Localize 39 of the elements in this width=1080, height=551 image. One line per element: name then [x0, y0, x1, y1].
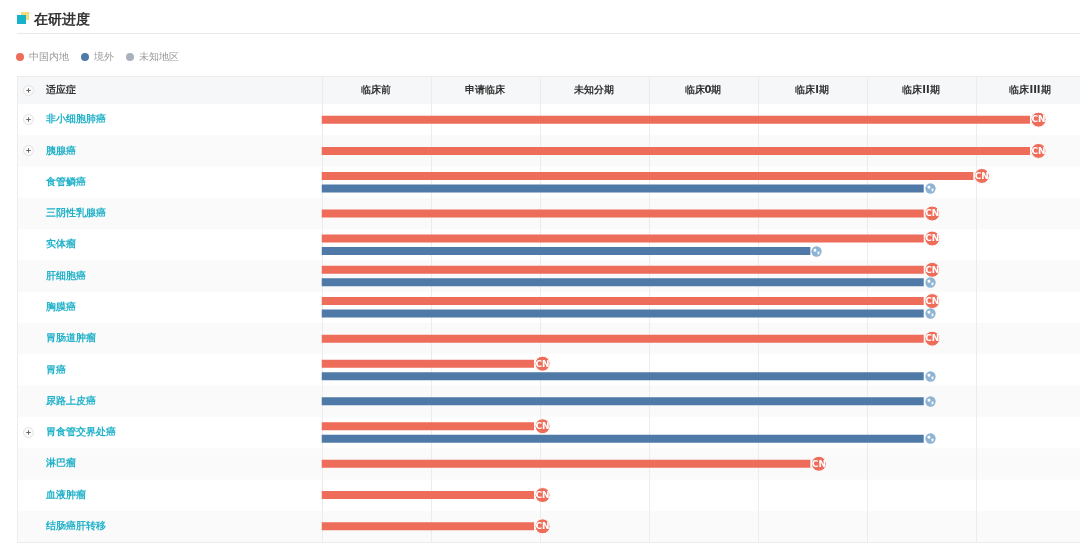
y-tick-label: 实体瘤: [46, 238, 76, 250]
y-tick-label: 三阴性乳腺癌: [46, 207, 106, 219]
annotation: CN: [535, 521, 550, 532]
annotation: CN: [535, 421, 550, 432]
annotation: CN: [925, 233, 940, 244]
annotation: CN: [535, 489, 550, 500]
legend-label: 未知地区: [139, 51, 179, 63]
y-axis-title: 适应症: [45, 83, 76, 95]
annotation: 临床前: [361, 83, 391, 95]
annotation: 临床I期: [795, 83, 829, 95]
annotation: CN: [535, 358, 550, 369]
y-tick-label: 淋巴瘤: [45, 457, 76, 469]
y-tick-label: 食管鳞癌: [45, 175, 86, 187]
text: 在研进度: [34, 10, 90, 29]
annotation: CN: [1031, 114, 1046, 125]
annotation: CN: [811, 458, 826, 469]
y-tick-label: 结肠癌肝转移: [45, 519, 106, 531]
annotation: CN: [925, 295, 940, 306]
annotation: 申请临床: [465, 83, 506, 95]
legend-label: 境外: [94, 51, 114, 63]
annotation: CN: [925, 264, 940, 275]
annotation: 临床II期: [902, 83, 940, 95]
legend-label: 中国内地: [29, 51, 69, 63]
annotation: 临床0期: [684, 83, 722, 95]
annotation: CN: [974, 170, 989, 181]
y-tick-label: 胃癌: [46, 363, 66, 375]
annotation: 未知分期: [573, 83, 614, 95]
annotation: CN: [1031, 145, 1046, 156]
y-tick-label: 胃肠道肿瘤: [46, 332, 96, 344]
y-tick-label: 胃食管交界处癌: [46, 426, 116, 438]
y-tick-label: 胰腺癌: [45, 144, 76, 156]
annotation: 临床III期: [1009, 83, 1051, 95]
annotation: CN: [925, 333, 940, 344]
y-tick-label: 肝细胞癌: [45, 269, 86, 281]
y-tick-label: 尿路上皮癌: [45, 394, 96, 406]
y-tick-label: 血液肿瘤: [45, 488, 86, 500]
annotation: CN: [925, 208, 940, 219]
y-tick-label: 非小细胞肺癌: [45, 113, 106, 125]
y-tick-label: 胸膜癌: [45, 300, 76, 312]
